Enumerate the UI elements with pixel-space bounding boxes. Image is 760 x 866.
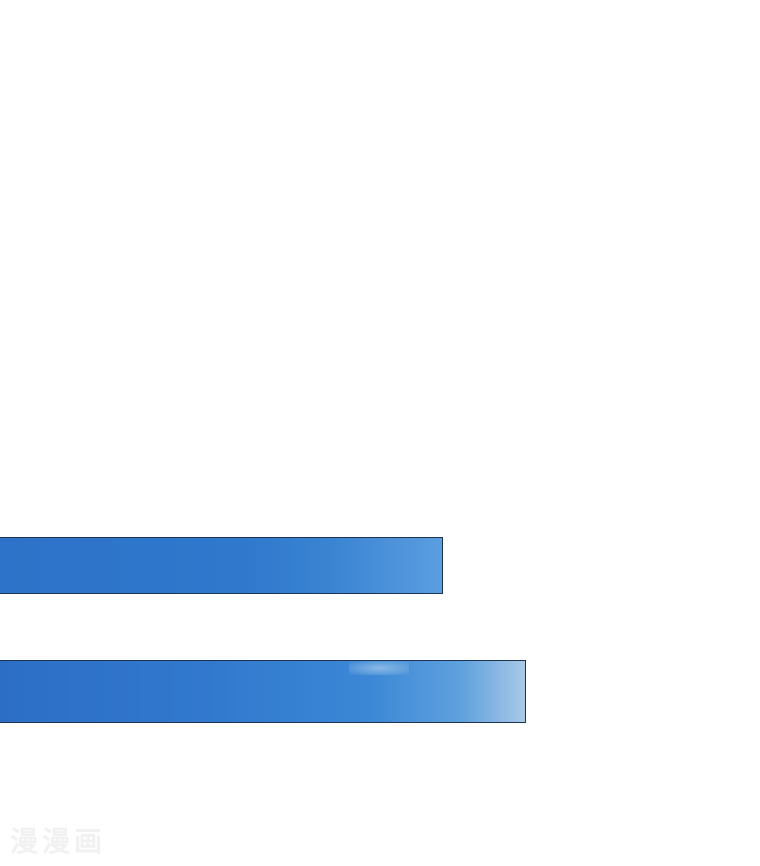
watermark-logo: 漫漫画 [10,825,107,858]
sky-panel-bottom [0,660,526,723]
sky-panel-top [0,537,443,594]
